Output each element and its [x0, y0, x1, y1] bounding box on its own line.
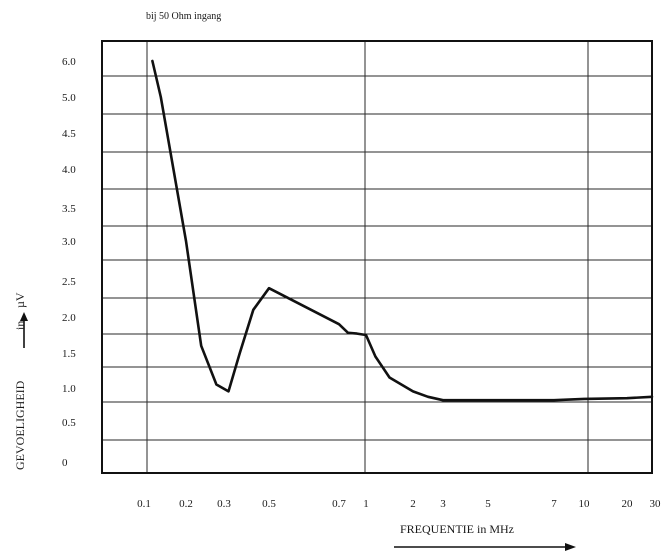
y-axis-label: GEVOELIGHEID — [13, 380, 27, 470]
x-tick-label: 30 — [650, 498, 662, 510]
y-unit: µV — [13, 292, 27, 308]
x-arrow-head — [565, 543, 576, 551]
y-tick-label: 1.0 — [62, 383, 76, 395]
chart-note: bij 50 Ohm ingang — [146, 11, 221, 22]
x-tick-label: 10 — [579, 498, 591, 510]
x-tick-label: 3 — [440, 498, 446, 510]
y-tick-label: 2.0 — [62, 312, 76, 324]
y-tick-label: 1.5 — [62, 348, 76, 360]
y-tick-labels: 0 0.5 1.0 1.5 2.0 2.5 3.0 3.5 4.0 4.5 5.0 6.0 — [62, 56, 76, 469]
y-tick-label: 0.5 — [62, 417, 76, 429]
y-unit-prefix: in — [13, 321, 27, 330]
x-tick-label: 0.3 — [217, 498, 231, 510]
grid — [102, 41, 652, 473]
y-tick-label: 3.5 — [62, 203, 76, 215]
y-tick-label: 0 — [62, 457, 68, 469]
x-tick-label: 5 — [485, 498, 491, 510]
x-tick-label: 2 — [410, 498, 416, 510]
x-tick-label: 0.7 — [332, 498, 346, 510]
x-tick-labels: 0.1 0.2 0.3 0.5 0.7 1 2 3 5 7 10 20 30 — [137, 498, 661, 510]
x-tick-label: 0.1 — [137, 498, 151, 510]
plot-frame — [101, 40, 653, 474]
x-tick-label: 0.2 — [179, 498, 193, 510]
y-axis-arrow — [20, 312, 28, 348]
y-tick-label: 4.5 — [62, 128, 76, 140]
x-tick-label: 7 — [551, 498, 557, 510]
y-tick-label: 4.0 — [62, 164, 76, 176]
y-tick-label: 6.0 — [62, 56, 76, 68]
x-axis-label: FREQUENTIE in MHz — [400, 522, 514, 536]
y-unit-group: in µV — [13, 292, 27, 330]
x-tick-label: 1 — [363, 498, 369, 510]
y-tick-label: 3.0 — [62, 236, 76, 248]
y-tick-label: 2.5 — [62, 276, 76, 288]
y-tick-label: 5.0 — [62, 92, 76, 104]
y-arrow-head — [20, 312, 28, 321]
x-tick-label: 20 — [622, 498, 634, 510]
x-tick-label: 0.5 — [262, 498, 276, 510]
series-line — [151, 59, 654, 402]
y-axis-label-group: GEVOELIGHEID — [13, 380, 27, 470]
